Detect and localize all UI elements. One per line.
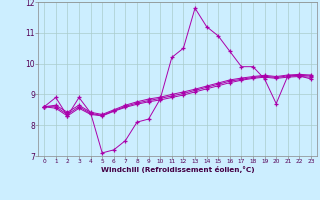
X-axis label: Windchill (Refroidissement éolien,°C): Windchill (Refroidissement éolien,°C) bbox=[101, 166, 254, 173]
